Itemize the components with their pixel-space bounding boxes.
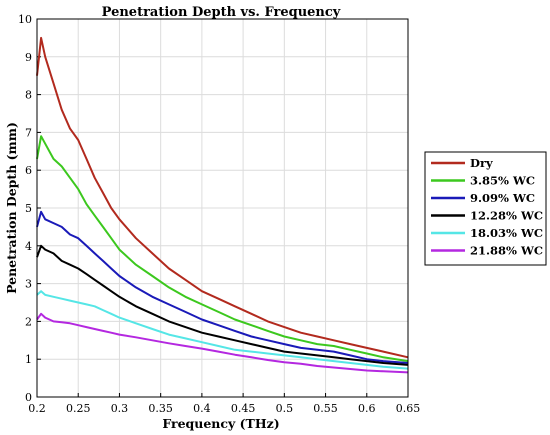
x-tick-label: 0.5: [276, 402, 294, 415]
legend: Dry 3.85% WC 9.09% WC 12.28% WC 18.03% WC 21.…: [424, 151, 547, 266]
series-line-5: [36, 290, 409, 370]
series-line-4: [36, 244, 409, 366]
legend-box: [424, 151, 547, 266]
y-tick-label: 8: [25, 89, 32, 102]
y-tick-label: 5: [25, 202, 32, 215]
x-tick-label: 0.4: [193, 402, 211, 415]
y-axis-label: Penetration Depth (mm): [4, 122, 19, 294]
plot-area: [36, 36, 409, 374]
legend-entry: 12.28% WC: [470, 209, 543, 223]
y-tick-label: 1: [25, 353, 32, 366]
x-tick-label: 0.65: [396, 402, 421, 415]
legend-entry: 9.09% WC: [470, 191, 535, 205]
y-tick-label: 2: [25, 315, 32, 328]
tick-labels: 0.2 0.25 0.3 0.35 0.4 0.45 0.5 0.55 0.6 0.65 0 1 2 3 4…: [18, 13, 420, 415]
y-tick-label: 6: [25, 164, 32, 177]
x-tick-label: 0.2: [28, 402, 46, 415]
y-tick-label: 7: [25, 126, 32, 139]
series-line-6: [36, 312, 409, 374]
legend-entry: 21.88% WC: [470, 244, 543, 258]
y-tick-label: 4: [25, 240, 32, 253]
y-tick-label: 3: [25, 278, 32, 291]
x-tick-label: 0.55: [313, 402, 338, 415]
chart-title: Penetration Depth vs. Frequency: [102, 5, 341, 20]
series-line-1: [36, 36, 409, 359]
x-tick-label: 0.25: [66, 402, 91, 415]
x-tick-label: 0.6: [358, 402, 376, 415]
grid: [36, 18, 409, 398]
x-tick-label: 0.45: [231, 402, 256, 415]
legend-entry: 3.85% WC: [470, 174, 535, 188]
legend-entry: Dry: [470, 156, 493, 170]
legend-entry: 18.03% WC: [470, 226, 543, 240]
y-tick-label: 0: [25, 391, 32, 404]
x-tick-label: 0.3: [111, 402, 129, 415]
plot-frame: [36, 18, 409, 398]
series-line-2: [36, 135, 409, 363]
y-tick-label: 10: [18, 13, 32, 26]
series-line-3: [36, 210, 409, 364]
x-axis-label: Frequency (THz): [162, 416, 279, 431]
y-tick-label: 9: [25, 51, 32, 64]
x-tick-label: 0.35: [148, 402, 173, 415]
